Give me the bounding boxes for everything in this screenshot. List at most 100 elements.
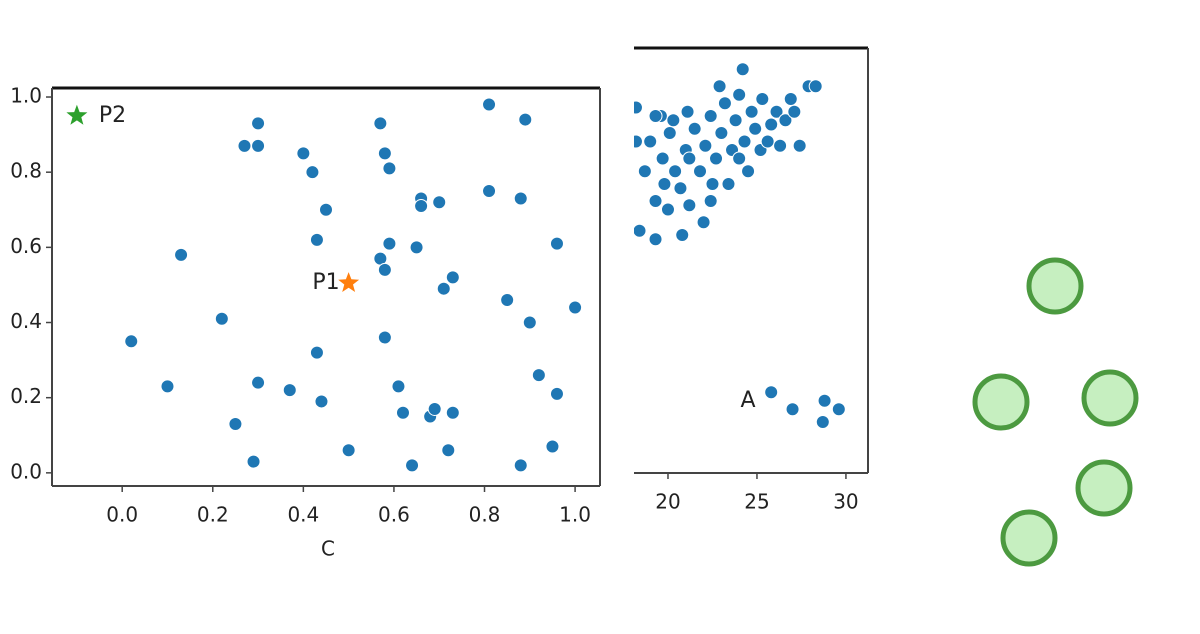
circle: [1000, 509, 1058, 567]
circle: [1081, 369, 1139, 427]
point: [655, 151, 670, 166]
point: [382, 161, 397, 176]
point: [698, 138, 713, 153]
point: [309, 232, 324, 247]
point: [744, 104, 759, 119]
point: [732, 87, 747, 102]
point: [778, 113, 793, 128]
point: [785, 402, 800, 417]
point: [445, 405, 460, 420]
point: [773, 138, 788, 153]
annotation: P1: [312, 270, 339, 295]
point: [409, 240, 424, 255]
green-circles: [972, 257, 1139, 567]
point: [282, 383, 297, 398]
point: [760, 134, 775, 149]
point: [319, 202, 333, 217]
point: [445, 270, 460, 285]
point: [634, 134, 643, 149]
point: [769, 104, 784, 119]
point: [680, 104, 695, 119]
point: [737, 134, 752, 149]
x-tick-label: 1.0: [559, 503, 591, 527]
star-marker: [338, 272, 360, 292]
point: [549, 386, 564, 401]
chart: A 20 25 30: [634, 46, 869, 514]
point: [522, 315, 537, 330]
x-tick-label: 25: [744, 490, 769, 514]
star-marker: [66, 104, 88, 125]
circle: [972, 373, 1030, 431]
point: [748, 121, 763, 136]
point: [709, 151, 724, 166]
y-tick-label: 0.4: [10, 309, 42, 333]
point: [373, 116, 388, 131]
annotation: A: [741, 388, 756, 413]
point: [815, 415, 830, 429]
point: [764, 117, 779, 132]
y-tick-label: 0.0: [10, 459, 42, 483]
point: [668, 164, 683, 179]
point: [160, 379, 175, 394]
point: [703, 109, 718, 123]
point: [657, 177, 672, 191]
x-axis-label: C: [321, 537, 335, 561]
point: [441, 443, 456, 458]
point: [732, 151, 747, 166]
point: [482, 97, 497, 112]
point: [427, 401, 442, 416]
x-tick-label: 0.8: [469, 503, 501, 527]
point: [482, 183, 497, 198]
point: [377, 146, 392, 161]
point: [741, 164, 756, 179]
point: [673, 181, 688, 196]
point: [648, 232, 663, 247]
point: [634, 100, 643, 115]
point: [531, 368, 546, 383]
y-tick-label: 0.8: [10, 159, 42, 183]
point: [693, 164, 708, 179]
point: [792, 138, 807, 153]
point: [728, 113, 743, 128]
point: [296, 146, 311, 161]
point: [705, 177, 720, 191]
point: [662, 126, 677, 140]
point: [717, 96, 732, 111]
point: [174, 247, 189, 262]
y-tick-label: 0.2: [10, 384, 42, 408]
point: [314, 394, 329, 409]
point: [251, 116, 266, 131]
point: [808, 79, 823, 94]
point: [500, 292, 515, 307]
x-tick-label: 0.2: [197, 503, 229, 527]
point: [568, 300, 583, 315]
point: [675, 228, 690, 242]
point: [228, 416, 243, 431]
point: [432, 195, 447, 210]
point: [787, 104, 802, 119]
point: [783, 92, 798, 106]
point: [251, 138, 266, 153]
x-tick-label: 30: [833, 490, 858, 514]
point: [436, 281, 451, 296]
point: [660, 202, 675, 217]
circle: [1026, 257, 1084, 315]
point: [391, 379, 406, 394]
point: [721, 177, 736, 191]
point: [682, 151, 697, 166]
point: [251, 375, 266, 390]
point: [518, 112, 533, 127]
circle: [1075, 459, 1133, 517]
point: [831, 402, 846, 417]
point: [341, 443, 356, 458]
point: [545, 439, 560, 454]
point: [682, 198, 697, 213]
point: [712, 79, 727, 94]
point: [124, 334, 139, 349]
point: [755, 92, 770, 106]
point: [634, 223, 647, 238]
point: [643, 134, 658, 149]
point: [696, 215, 711, 230]
